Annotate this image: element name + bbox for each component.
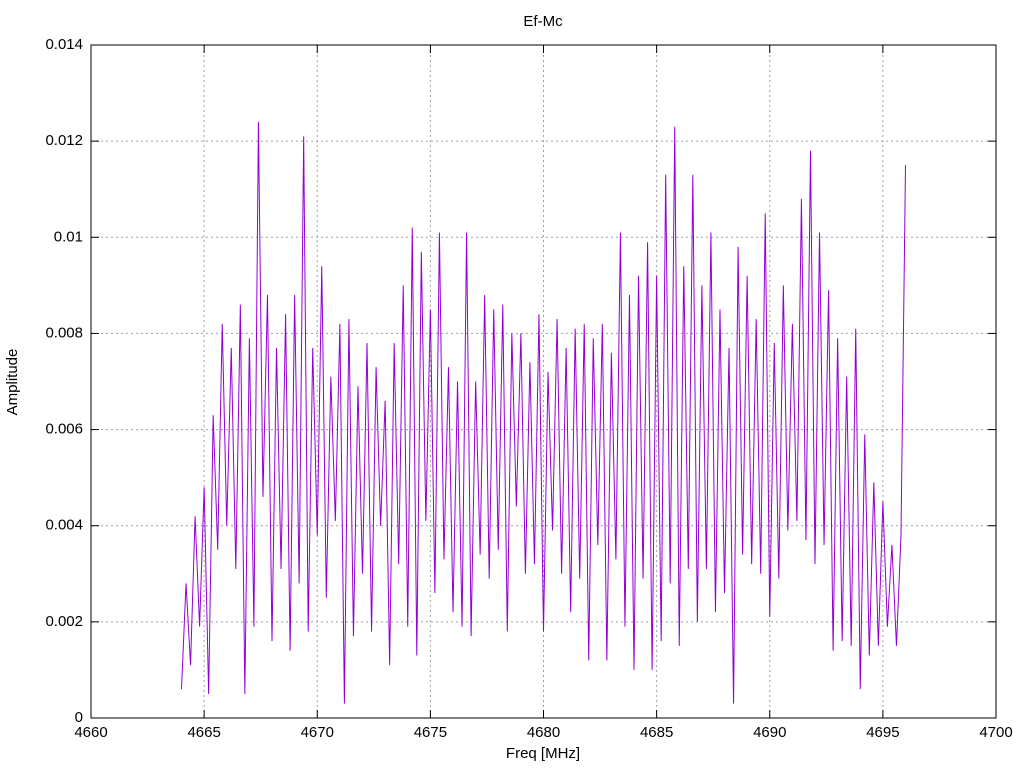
x-tick-label: 4675: [414, 724, 447, 741]
x-tick-label: 4685: [640, 724, 673, 741]
x-tick-label: 4660: [74, 724, 107, 741]
y-tick-label: 0: [75, 709, 83, 726]
x-tick-label: 4695: [866, 724, 899, 741]
x-tick-label: 4690: [753, 724, 786, 741]
chart-title: Ef-Mc: [523, 13, 563, 30]
y-tick-label: 0.006: [45, 421, 83, 438]
y-tick-label: 0.014: [45, 36, 83, 53]
y-tick-label: 0.004: [45, 517, 83, 534]
data-line: [181, 121, 906, 704]
x-tick-label: 4700: [979, 724, 1012, 741]
y-axis-label: Amplitude: [4, 349, 21, 416]
plot-border: [90, 44, 997, 719]
y-tick-label: 0.008: [45, 324, 83, 341]
x-tick-label: 4680: [527, 724, 560, 741]
x-tick-label: 4665: [187, 724, 220, 741]
x-axis-label: Freq [MHz]: [506, 745, 580, 762]
y-tick-label: 0.012: [45, 132, 83, 149]
y-tick-label: 0.002: [45, 613, 83, 630]
y-tick-label: 0.01: [54, 228, 83, 245]
x-tick-label: 4670: [301, 724, 334, 741]
